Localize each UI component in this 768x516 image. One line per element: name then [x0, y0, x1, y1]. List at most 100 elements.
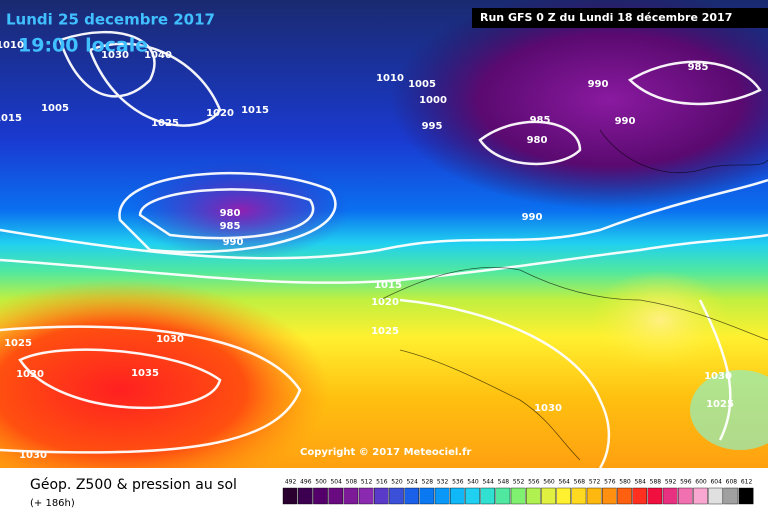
- scale-label: 560: [543, 479, 555, 486]
- scale-swatch: [708, 487, 723, 505]
- scale-swatch: [693, 487, 708, 505]
- copyright: Copyright © 2017 Meteociel.fr: [300, 447, 471, 458]
- isobar-label: 1025: [371, 326, 399, 337]
- isobar-label: 990: [223, 237, 244, 248]
- isobar-label: 985: [530, 115, 551, 126]
- scale-swatch: [298, 487, 313, 505]
- isobar-label: 1030: [19, 450, 47, 461]
- scale-swatch: [404, 487, 420, 505]
- scale-label: 556: [528, 479, 540, 486]
- scale-label: 496: [300, 479, 312, 486]
- scale-label: 544: [482, 479, 494, 486]
- scale-label: 596: [680, 479, 692, 486]
- scale-swatch: [434, 487, 450, 505]
- scale-label: 584: [634, 479, 646, 486]
- scale-swatch: [617, 487, 632, 505]
- isobar-label: 1005: [41, 103, 69, 114]
- scale-swatch: [541, 487, 556, 505]
- forecast-time: 19:00 locale: [18, 35, 148, 57]
- isobar-label: 1000: [419, 95, 447, 106]
- isobar-label: 1040: [144, 50, 172, 61]
- scale-swatch: [602, 487, 617, 505]
- isobar-label: 1030: [101, 50, 129, 61]
- isobar-label: 1030: [156, 334, 184, 345]
- isobar-label: 1025: [151, 118, 179, 129]
- scale-swatch: [282, 487, 298, 505]
- isobar-label: 1015: [0, 113, 22, 124]
- isobar-label: 980: [527, 135, 548, 146]
- scale-label: 536: [452, 479, 464, 486]
- scale-swatch: [510, 487, 526, 505]
- footer-title: Géop. Z500 & pression au sol: [30, 477, 237, 493]
- scale-swatch: [389, 487, 404, 505]
- isobar-label: 990: [615, 116, 636, 127]
- isobar-label: 990: [522, 212, 543, 223]
- scale-label: 552: [513, 479, 525, 486]
- run-banner: [472, 8, 768, 28]
- scale-label: 564: [558, 479, 570, 486]
- scale-swatch: [571, 487, 587, 505]
- isobar-label: 1030: [16, 369, 44, 380]
- scale-swatch: [313, 487, 328, 505]
- isobar-label: 1005: [408, 79, 436, 90]
- scale-swatch: [450, 487, 465, 505]
- isobar-label: 1030: [534, 403, 562, 414]
- scale-swatch: [678, 487, 693, 505]
- scale-swatch: [374, 487, 389, 505]
- isobar-label: 1010: [0, 40, 24, 51]
- scale-label: 568: [574, 479, 586, 486]
- scale-label: 612: [741, 479, 753, 486]
- scale-label: 524: [406, 479, 418, 486]
- scale-swatch: [465, 487, 480, 505]
- isobar-label: 1025: [4, 338, 32, 349]
- scale-swatch: [526, 487, 541, 505]
- scale-label: 520: [391, 479, 403, 486]
- isobar-label: 985: [688, 62, 709, 73]
- scale-label: 604: [710, 479, 722, 486]
- forecast-date: Lundi 25 decembre 2017: [6, 11, 215, 29]
- scale-swatch: [480, 487, 496, 505]
- scale-label: 588: [650, 479, 662, 486]
- scale-swatch: [358, 487, 374, 505]
- isobar-label: 1015: [241, 105, 269, 116]
- isobar-label: 1020: [206, 108, 234, 119]
- scale-label: 504: [330, 479, 342, 486]
- isobar-label: 995: [422, 121, 443, 132]
- isobar-label: 990: [588, 79, 609, 90]
- scale-swatch: [556, 487, 571, 505]
- scale-swatch: [723, 487, 739, 505]
- scale-label: 600: [695, 479, 707, 486]
- scale-label: 528: [422, 479, 434, 486]
- scale-label: 608: [726, 479, 738, 486]
- scale-label: 492: [285, 479, 297, 486]
- scale-label: 540: [467, 479, 479, 486]
- scale-swatch: [328, 487, 344, 505]
- isobar-label: 1025: [706, 399, 734, 410]
- color-scale: 492 496 500 504 508 512 516 520 524 528 532 536 540 5…: [282, 479, 754, 505]
- scale-label: 532: [437, 479, 449, 486]
- isobar-label: 1010: [376, 73, 404, 84]
- isobar-label: 1015: [374, 280, 402, 291]
- scale-label: 580: [619, 479, 631, 486]
- scale-label: 572: [589, 479, 601, 486]
- isobar-label: 1030: [704, 371, 732, 382]
- scale-swatch: [495, 487, 511, 505]
- scale-label: 500: [315, 479, 327, 486]
- scale-label: 512: [361, 479, 373, 486]
- map-background: [0, 0, 768, 500]
- run-info: Run GFS 0 Z du Lundi 18 décembre 2017: [480, 11, 732, 24]
- scale-label: 592: [665, 479, 677, 486]
- isobar-label: 985: [220, 221, 241, 232]
- scale-label: 548: [498, 479, 510, 486]
- isobar-label: 1020: [371, 297, 399, 308]
- scale-swatch: [586, 487, 602, 505]
- scale-swatch: [632, 487, 647, 505]
- scale-label: 516: [376, 479, 388, 486]
- isobar-labels: 1030 1040 1010 1005 1015 1025 1020 1015 1010 1005…: [0, 40, 734, 461]
- scale-label: 576: [604, 479, 616, 486]
- isobar-label: 980: [220, 208, 241, 219]
- scale-label: 508: [346, 479, 358, 486]
- scale-swatch: [738, 487, 754, 505]
- scale-swatch: [419, 487, 435, 505]
